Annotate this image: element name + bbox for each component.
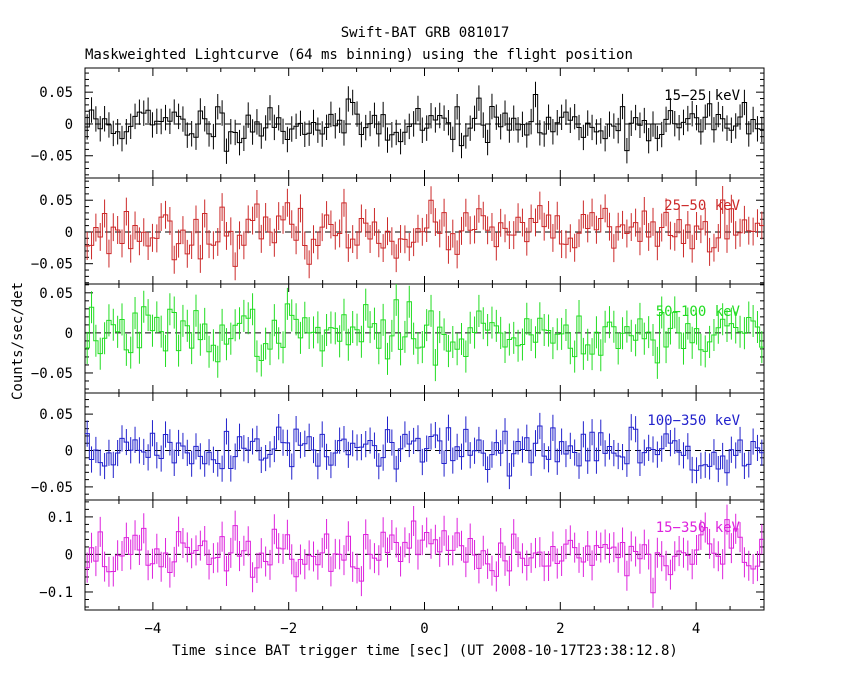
x-tick-label: −2: [280, 621, 297, 637]
panel-energy-label: 25−50 keV: [664, 198, 740, 214]
y-tick-label: −0.05: [31, 257, 73, 273]
y-axis-label: Counts/sec/det: [10, 282, 26, 400]
chart-subtitle: Maskweighted Lightcurve (64 ms binning) …: [85, 47, 633, 63]
lightcurve-series: [85, 299, 764, 366]
y-tick-label: 0: [65, 117, 73, 133]
y-tick-label: 0: [65, 444, 73, 460]
y-tick-label: 0: [65, 225, 73, 241]
lightcurve-series: [85, 519, 764, 594]
panel-energy-label: 100−350 keV: [647, 413, 740, 429]
panel-2: −0.05 0 0.05 25−50 keV: [31, 177, 765, 285]
y-tick-label: 0.05: [39, 85, 73, 101]
y-tick-label: 0.05: [39, 193, 73, 209]
panel-3: −0.05 0 0.05 50−100 keV: [31, 283, 765, 394]
y-tick-label: −0.05: [31, 366, 73, 382]
y-tick-label: −0.05: [31, 480, 73, 496]
panel-energy-label: 15−25 keV: [664, 88, 740, 104]
error-bars: [86, 186, 763, 281]
x-tick-label: 0: [420, 621, 428, 637]
y-tick-label: 0: [65, 547, 73, 563]
x-axis-label: Time since BAT trigger time [sec] (UT 20…: [172, 643, 678, 659]
x-tick-label: −4: [144, 621, 161, 637]
y-tick-label: 0.1: [48, 510, 73, 526]
y-tick-label: −0.05: [31, 149, 73, 165]
y-tick-label: 0.05: [39, 407, 73, 423]
lightcurve-series: [85, 94, 764, 152]
y-tick-label: −0.1: [39, 585, 73, 601]
y-tick-label: 0.05: [39, 286, 73, 302]
panel-1: −0.05 0 0.05 15−25 keV: [31, 67, 765, 179]
y-tick-label: 0: [65, 326, 73, 342]
x-tick-labels: −4 −2 0 2 4: [144, 621, 700, 637]
x-tick-label: 2: [556, 621, 564, 637]
lightcurve-series: [85, 199, 764, 267]
panel-4: −0.05 0 0.05 100−350 keV: [31, 392, 765, 501]
panel-energy-label: 15−350 keV: [656, 520, 741, 536]
lightcurve-series: [85, 425, 764, 477]
error-bars: [86, 81, 763, 164]
panel-5: −0.1 0 0.1 15−350 keV: [39, 499, 765, 611]
chart-title: Swift-BAT GRB 081017: [341, 25, 510, 41]
panel-energy-label: 50−100 keV: [656, 304, 741, 320]
x-tick-label: 4: [692, 621, 700, 637]
